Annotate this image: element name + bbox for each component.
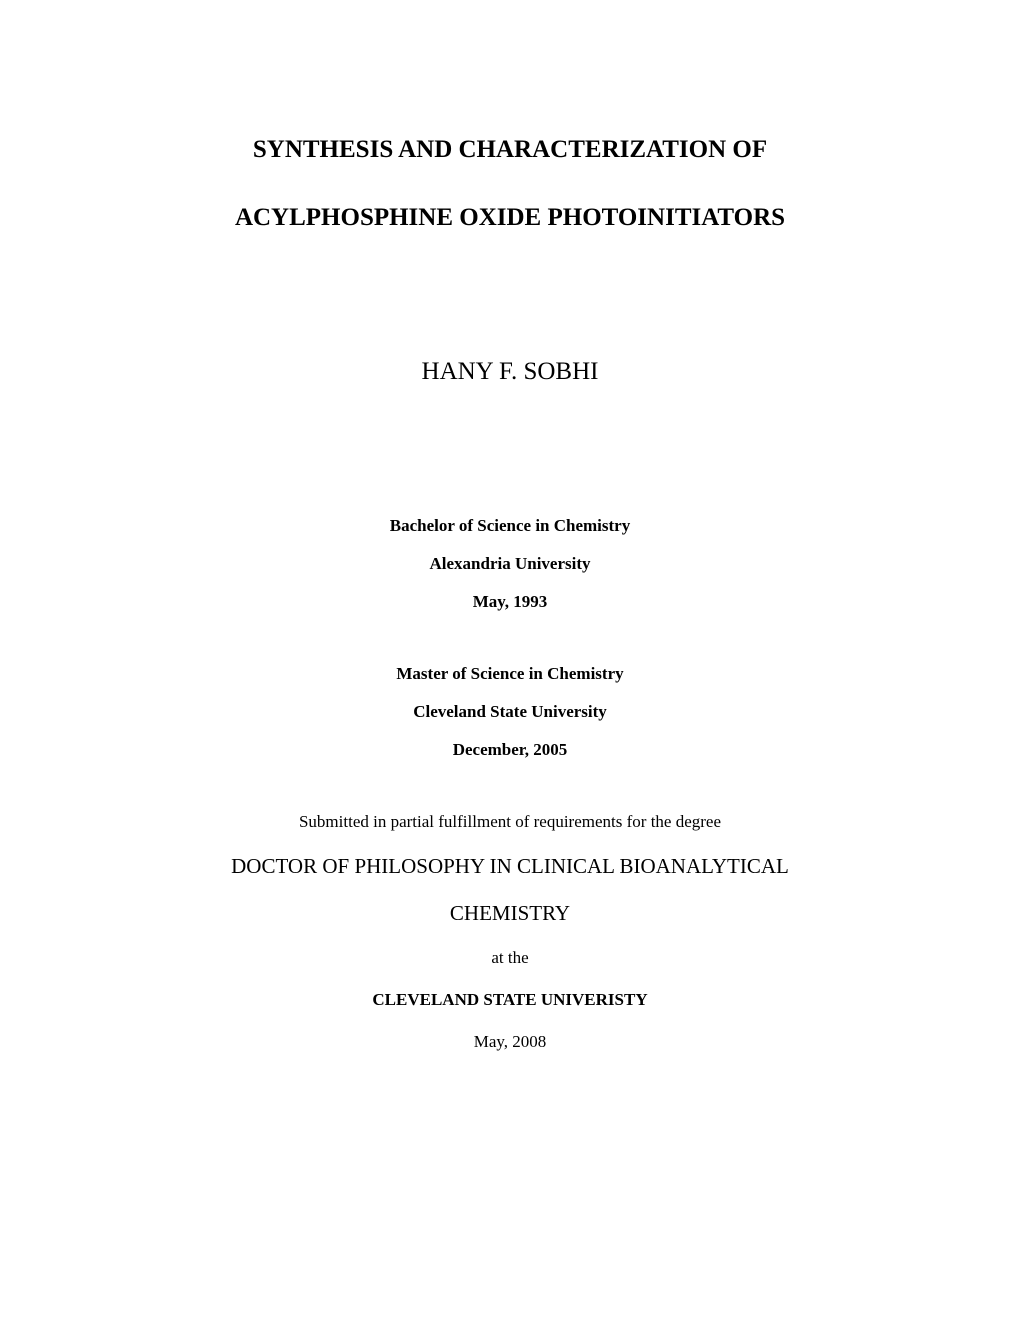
degree-1-date: May, 1993 [100,592,920,612]
title-block: SYNTHESIS AND CHARACTERIZATION OF ACYLPH… [100,130,920,238]
degree-block-1: Bachelor of Science in Chemistry Alexand… [100,516,920,612]
author-name: HANY F. SOBHI [100,358,920,386]
title-line-2: ACYLPHOSPHINE OXIDE PHOTOINITIATORS [100,198,920,238]
degree-2-institution: Cleveland State University [100,702,920,722]
submission-degree-line-1: DOCTOR OF PHILOSOPHY IN CLINICAL BIOANAL… [100,854,920,879]
submission-degree-line-2: CHEMISTRY [100,901,920,926]
degree-2-title: Master of Science in Chemistry [100,664,920,684]
degree-1-institution: Alexandria University [100,554,920,574]
degree-block-2: Master of Science in Chemistry Cleveland… [100,664,920,760]
title-line-1: SYNTHESIS AND CHARACTERIZATION OF [100,130,920,170]
submission-block: Submitted in partial fulfillment of requ… [100,812,920,1052]
submission-intro: Submitted in partial fulfillment of requ… [100,812,920,832]
degree-1-title: Bachelor of Science in Chemistry [100,516,920,536]
degree-2-date: December, 2005 [100,740,920,760]
submission-at: at the [100,948,920,968]
submission-date: May, 2008 [100,1032,920,1052]
submission-institution: CLEVELAND STATE UNIVERISTY [100,990,920,1010]
